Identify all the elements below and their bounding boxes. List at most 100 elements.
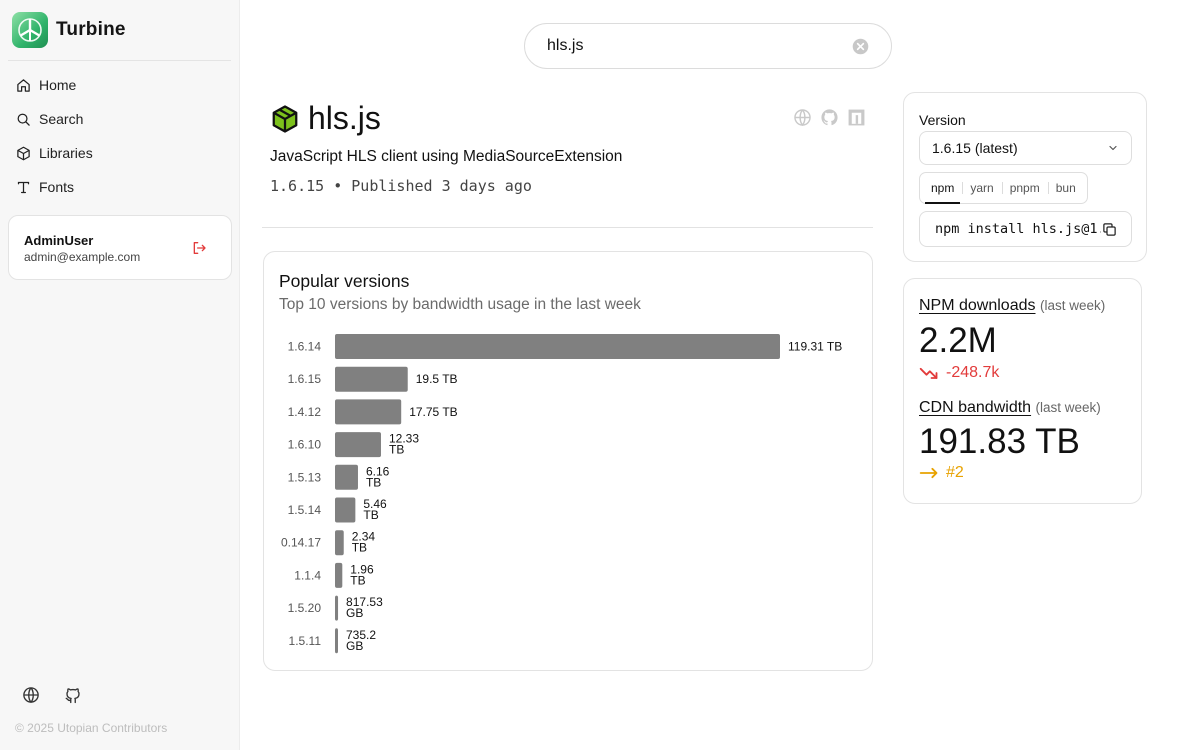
arrow-right-icon (919, 467, 938, 479)
sidebar-item-label: Libraries (39, 145, 93, 161)
npm-downloads-value: 2.2M (919, 321, 997, 360)
package-name: hls.js (308, 100, 381, 136)
repo-github-icon[interactable] (820, 108, 839, 127)
homepage-globe-icon[interactable] (793, 108, 812, 127)
search-icon (17, 113, 30, 126)
npm-downloads-link[interactable]: NPM downloads (919, 297, 1036, 314)
globe-icon[interactable] (22, 686, 40, 704)
cdn-bandwidth-label: CDN bandwidth (last week) (919, 399, 1101, 417)
version-tick-label: 1.5.11 (289, 634, 322, 648)
bar-value-label: 12.33 (389, 432, 419, 446)
sidebar-item-label: Fonts (39, 179, 75, 195)
cdn-bandwidth-rank-value: #2 (946, 464, 964, 481)
version-tick-label: 1.6.15 (288, 372, 322, 386)
version-label: Version (919, 112, 966, 128)
bar[interactable] (335, 464, 358, 490)
version-tick-label: 1.5.13 (288, 470, 322, 484)
bar[interactable] (335, 595, 339, 621)
cdn-bandwidth-link[interactable]: CDN bandwidth (919, 399, 1032, 416)
bar-value-label: 6.16 (366, 464, 390, 478)
user-card: AdminUser admin@example.com (8, 215, 232, 280)
bar-value-label: 19.5 TB (416, 372, 458, 386)
tab-bun[interactable]: bun (1047, 177, 1084, 199)
sidebar-item-home[interactable]: Home (8, 68, 232, 102)
bar-value-label: 1.96 (350, 562, 374, 576)
bar-value-label: TB (363, 508, 378, 522)
sidebar-divider (8, 60, 231, 61)
type-icon (17, 181, 30, 193)
npm-downloads-period: (last week) (1039, 298, 1106, 313)
bar-value-label: GB (346, 639, 363, 653)
package-description: JavaScript HLS client using MediaSourceE… (270, 148, 623, 165)
npm-icon[interactable] (847, 108, 866, 127)
chevron-down-icon (1109, 145, 1117, 151)
version-tick-label: 0.14.17 (281, 536, 321, 550)
version-select[interactable]: 1.6.15 (latest) (919, 131, 1132, 165)
section-divider (262, 227, 873, 228)
bar-value-label: GB (346, 606, 363, 620)
package-manager-tabs: npm yarn pnpm bun (919, 172, 1088, 204)
sidebar-nav: Home Search Libraries Fonts (8, 68, 232, 204)
trend-down-icon (919, 367, 938, 379)
bar-value-label: TB (366, 475, 381, 489)
package-title: hls.js (270, 100, 381, 137)
copy-icon[interactable] (1102, 222, 1117, 237)
bar[interactable] (335, 432, 381, 458)
stats-card: NPM downloads (last week) 2.2M -248.7k C… (903, 278, 1142, 504)
search-input[interactable] (547, 37, 852, 55)
version-tick-label: 1.6.10 (288, 438, 322, 452)
bar-value-label: 735.2 (346, 628, 376, 642)
bar[interactable] (335, 628, 338, 654)
npm-downloads-change: -248.7k (919, 364, 999, 382)
bar-value-label: 119.31 TB (788, 340, 842, 354)
version-tick-label: 1.5.14 (288, 503, 322, 517)
npm-downloads-label: NPM downloads (last week) (919, 297, 1105, 315)
sidebar-item-label: Search (39, 111, 84, 127)
bar[interactable] (335, 366, 408, 392)
copyright: © 2025 Utopian Contributors (15, 721, 168, 735)
clear-search-icon[interactable] (852, 38, 869, 55)
bar[interactable] (335, 530, 344, 556)
sidebar: Turbine Home Search Libraries Fonts Admi… (0, 0, 240, 750)
versions-bar-chart: 1.6.14 119.31 TB 1.6.15 19.5 TB 1.4.12 17.75 … (281, 334, 842, 654)
sidebar-item-fonts[interactable]: Fonts (8, 170, 232, 204)
sidebar-item-search[interactable]: Search (8, 102, 232, 136)
app-name: Turbine (56, 19, 126, 40)
version-tick-label: 1.5.20 (288, 601, 322, 615)
package-links (793, 108, 866, 127)
cdn-bandwidth-value: 191.83 TB (919, 422, 1080, 461)
npm-downloads-change-value: -248.7k (946, 364, 1000, 381)
package-icon (272, 104, 298, 133)
github-icon[interactable] (64, 686, 82, 704)
tab-pnpm[interactable]: pnpm (1001, 177, 1048, 199)
user-name: AdminUser (24, 233, 94, 248)
sidebar-footer-icons (22, 686, 82, 704)
tab-npm[interactable]: npm (923, 177, 962, 204)
bar[interactable] (335, 399, 402, 425)
version-tick-label: 1.1.4 (294, 568, 321, 582)
bar-value-label: 2.34 (352, 530, 376, 544)
tab-yarn[interactable]: yarn (962, 177, 1001, 199)
cdn-bandwidth-rank: #2 (919, 464, 964, 482)
popular-versions-card: Popular versions Top 10 versions by band… (263, 251, 873, 671)
search-bar (524, 23, 892, 69)
bar[interactable] (335, 334, 780, 359)
bar-value-label: 5.46 (363, 497, 387, 511)
brand[interactable]: Turbine (12, 12, 126, 48)
bar[interactable] (335, 562, 343, 588)
install-command[interactable]: npm install hls.js@1.6.15 (935, 221, 1101, 237)
package-meta: 1.6.15 • Published 3 days ago (270, 177, 532, 195)
version-tick-label: 1.4.12 (288, 405, 322, 419)
sidebar-item-label: Home (39, 77, 77, 93)
logout-icon[interactable] (191, 240, 207, 256)
sidebar-item-libraries[interactable]: Libraries (8, 136, 232, 170)
home-icon (17, 78, 30, 92)
cdn-bandwidth-period: (last week) (1035, 400, 1101, 415)
user-email: admin@example.com (24, 250, 141, 264)
bar-value-label: TB (350, 573, 365, 587)
version-card: Version 1.6.15 (latest) npm yarn pnpm bu… (903, 92, 1147, 262)
bar[interactable] (335, 497, 356, 523)
box-icon (17, 146, 30, 160)
install-command-box: npm install hls.js@1.6.15 (919, 211, 1132, 247)
bar-value-label: TB (389, 443, 404, 457)
